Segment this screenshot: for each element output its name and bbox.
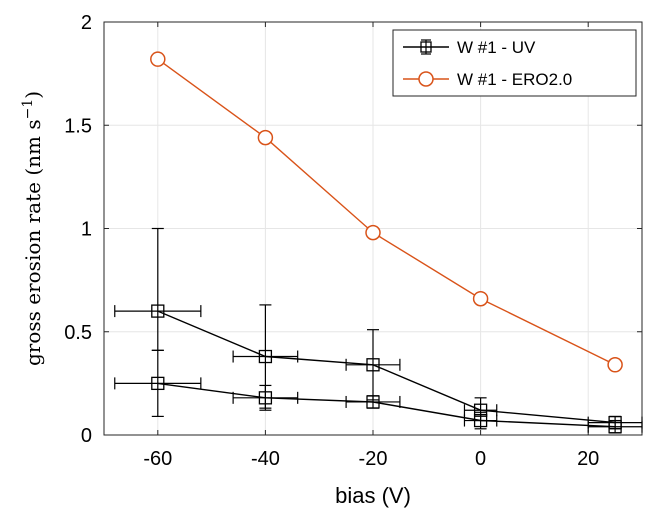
data-point: [607, 357, 623, 373]
legend-label: W #1 - ERO2.0: [457, 70, 572, 89]
x-axis-label: bias (V): [335, 483, 411, 508]
y-tick-label: 0: [81, 425, 92, 447]
data-point: [258, 391, 273, 405]
y-axis-label-superscript: −1: [20, 99, 36, 120]
y-tick-label: 2: [81, 12, 92, 34]
legend-marker: [418, 71, 434, 87]
y-axis-label-main: gross erosion rate (nm s: [21, 119, 45, 366]
y-tick-label: 1: [81, 219, 92, 241]
x-tick-label: 0: [475, 448, 486, 470]
data-point: [366, 358, 380, 372]
data-point: [258, 349, 273, 364]
data-point: [365, 224, 381, 241]
data-point: [151, 376, 165, 391]
series-1: [114, 227, 643, 434]
data-point: [151, 304, 165, 318]
x-tick-label: 20: [577, 448, 599, 470]
data-point: [608, 420, 622, 434]
legend-marker: [420, 41, 432, 53]
series-line: [157, 310, 616, 424]
series-line: [157, 382, 616, 428]
y-axis-label: gross erosion rate (nm s−1): [20, 91, 45, 366]
x-tick-label: -20: [359, 448, 388, 470]
data-point: [473, 413, 488, 428]
axis-ticks: -60 -40 -20 0 20 0 0.5 1 1.5 2: [64, 12, 642, 470]
series-line: [157, 58, 616, 366]
y-tick-label: 1.5: [64, 115, 92, 137]
legend-box: [392, 29, 637, 97]
y-axis-label-close: ): [21, 91, 45, 99]
legend: W #1 - UV W #1 - ERO2.0: [392, 29, 637, 97]
data-point: [366, 395, 380, 409]
x-tick-label: -60: [143, 448, 172, 470]
data-point: [257, 129, 274, 146]
data-point: [150, 51, 166, 67]
legend-label: W #1 - UV: [457, 38, 536, 57]
y-tick-label: 0.5: [64, 322, 92, 344]
series-layer: [114, 51, 643, 434]
series-2: [150, 51, 623, 373]
x-tick-label: -40: [251, 448, 280, 470]
data-point: [472, 290, 489, 307]
